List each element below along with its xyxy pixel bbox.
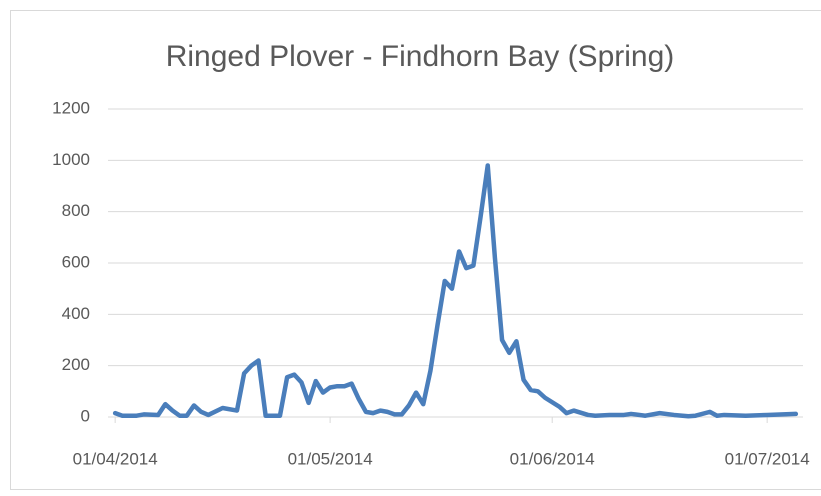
y-tick-label: 200: [62, 355, 90, 374]
x-tick-label: 01/05/2014: [288, 449, 373, 468]
chart-border: [10, 10, 821, 490]
chart-title: Ringed Plover - Findhorn Bay (Spring): [166, 40, 675, 73]
y-tick-label: 400: [62, 304, 90, 323]
y-tick-label: 1000: [52, 150, 90, 169]
x-tick-label: 01/07/2014: [725, 449, 810, 468]
x-tick-label: 01/04/2014: [73, 449, 158, 468]
y-tick-label: 600: [62, 252, 90, 271]
data-line: [112, 163, 799, 419]
y-tick-label: 1200: [52, 98, 90, 117]
y-tick-label: 0: [81, 406, 90, 425]
y-tick-label: 800: [62, 201, 90, 220]
x-tick-label: 01/06/2014: [510, 449, 595, 468]
